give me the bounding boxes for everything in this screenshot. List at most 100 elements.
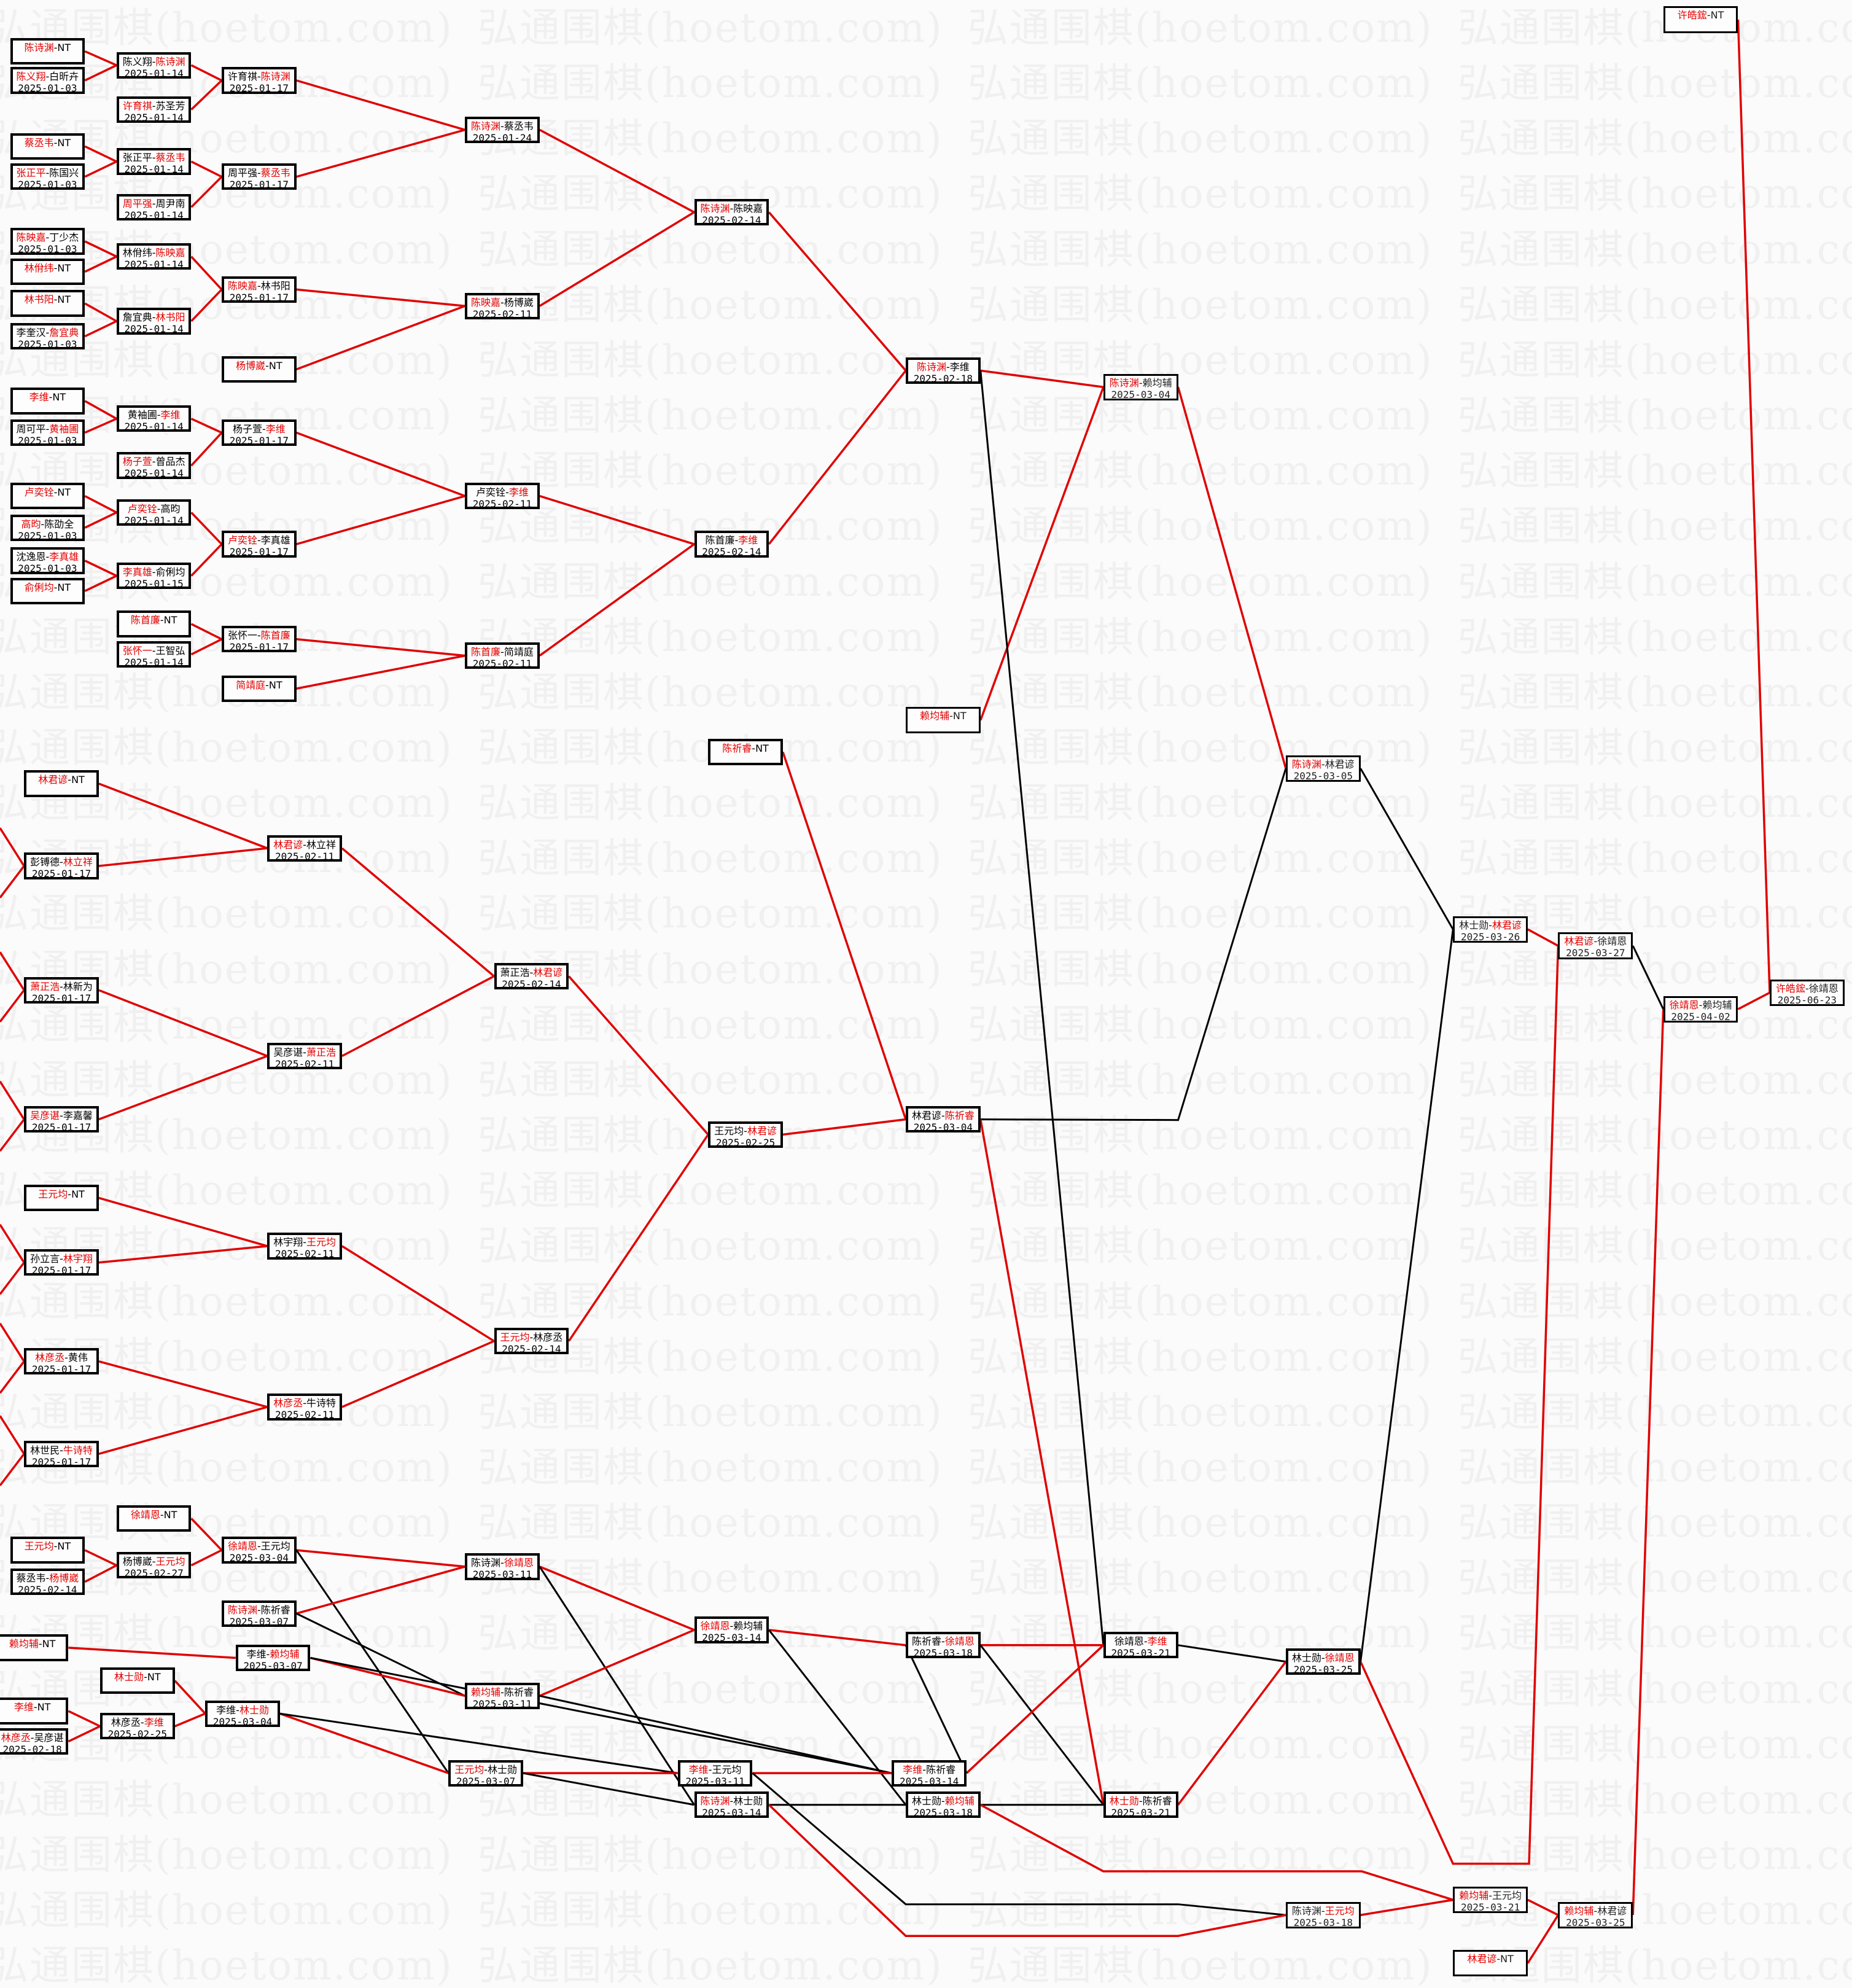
match-node[interactable]: 詹宜典-林书阳 2025-01-14	[116, 308, 192, 335]
match-node[interactable]: 卢奕铨-高昀 2025-01-14	[116, 499, 192, 526]
match-node[interactable]: 陈诗渊-王元均 2025-03-18	[1285, 1901, 1361, 1928]
player-1: 俞俐均	[24, 581, 54, 593]
match-node[interactable]: 林君谚-陈祈睿 2025-03-04	[906, 1105, 981, 1133]
match-node[interactable]: 林士勋-赖均辅 2025-03-18	[906, 1791, 981, 1818]
match-node[interactable]: 陈祈睿-徐靖恩 2025-03-18	[906, 1632, 981, 1659]
bye-node[interactable]: 简靖庭-NT	[222, 675, 297, 702]
match-node[interactable]: 陈诗渊-林君谚 2025-03-05	[1285, 755, 1361, 782]
bye-node[interactable]: 陈祈睿-NT	[708, 738, 783, 766]
match-node[interactable]: 许皓鋐-徐靖恩 2025-06-23	[1770, 979, 1845, 1006]
bye-node[interactable]: 林书阳-NT	[10, 290, 85, 317]
match-node[interactable]: 林士勋-林君谚 2025-03-26	[1453, 916, 1528, 943]
match-node[interactable]: 陈诗渊-徐靖恩 2025-03-11	[465, 1553, 540, 1580]
match-node[interactable]: 彭镈德-林立祥 2025-01-17	[24, 852, 99, 879]
match-node[interactable]: 徐靖恩-赖均辅 2025-04-02	[1663, 996, 1738, 1023]
bye-node[interactable]: 林君谚-NT	[1453, 1949, 1528, 1977]
bye-node[interactable]: 俞俐均-NT	[10, 577, 85, 605]
match-node[interactable]: 许育祺-苏圣芳 2025-01-14	[116, 96, 192, 123]
match-node[interactable]: 周可平-黄袖圃 2025-01-03	[10, 419, 85, 446]
match-node[interactable]: 赖均辅-林君谚 2025-03-25	[1558, 1901, 1633, 1928]
match-node[interactable]: 林彦丞-李维 2025-02-25	[99, 1713, 175, 1740]
match-node[interactable]: 张怀一-陈首廉 2025-01-17	[222, 626, 297, 653]
match-node[interactable]: 陈诗渊-林士勋 2025-03-14	[694, 1791, 769, 1818]
match-node[interactable]: 萧正浩-林君谚 2025-02-14	[494, 962, 569, 990]
match-node[interactable]: 徐靖恩-王元均 2025-03-04	[222, 1537, 297, 1564]
player-2: 李维	[1147, 1635, 1167, 1648]
match-node[interactable]: 赖均辅-陈祈睿 2025-03-11	[465, 1682, 540, 1709]
match-node[interactable]: 徐靖恩-李维 2025-03-21	[1103, 1632, 1178, 1659]
match-node[interactable]: 吴彦谌-李嘉馨 2025-01-17	[24, 1105, 99, 1133]
match-node[interactable]: 蔡丞韦-杨博崴 2025-02-14	[10, 1568, 85, 1596]
match-node[interactable]: 赖均辅-王元均 2025-03-21	[1453, 1886, 1528, 1914]
bye-node[interactable]: 王元均-NT	[10, 1537, 85, 1564]
match-node[interactable]: 周平强-周尹南 2025-01-14	[116, 193, 192, 220]
bye-node[interactable]: 王元均-NT	[24, 1184, 99, 1212]
match-node[interactable]: 陈映嘉-杨博崴 2025-02-11	[465, 292, 540, 319]
match-node[interactable]: 陈诗渊-陈祈睿 2025-03-07	[222, 1600, 297, 1627]
bye-node[interactable]: 卢奕铨-NT	[10, 483, 85, 510]
bye-node[interactable]: 林佾纬-NT	[10, 258, 85, 286]
bye-node[interactable]: 林士勋-NT	[99, 1667, 175, 1694]
match-node[interactable]: 陈义翔-白昕卉 2025-01-03	[10, 67, 85, 94]
match-node[interactable]: 杨博崴-王元均 2025-02-27	[116, 1552, 192, 1579]
match-node[interactable]: 陈诗渊-赖均辅 2025-03-04	[1103, 373, 1178, 400]
match-node[interactable]: 张怀一-王智弘 2025-01-14	[116, 641, 192, 668]
bye-node[interactable]: 徐靖恩-NT	[116, 1505, 192, 1532]
match-node[interactable]: 吴彦谌-萧正浩 2025-02-11	[267, 1042, 342, 1070]
match-node[interactable]: 萧正浩-林新为 2025-01-17	[24, 976, 99, 1004]
bye-node[interactable]: 许皓鋐-NT	[1663, 6, 1738, 33]
match-node[interactable]: 林彦丞-牛诗特 2025-02-11	[267, 1394, 342, 1421]
bye-node[interactable]: 蔡丞韦-NT	[10, 133, 85, 160]
bye-node[interactable]: 李维-NT	[0, 1698, 69, 1725]
match-node[interactable]: 林彦丞-黄伟 2025-01-17	[24, 1348, 99, 1375]
match-node[interactable]: 张正平-蔡丞韦 2025-01-14	[116, 148, 192, 175]
match-node[interactable]: 陈映嘉-丁少杰 2025-01-03	[10, 228, 85, 255]
match-node[interactable]: 王元均-林士勋 2025-03-07	[448, 1760, 523, 1787]
match-node[interactable]: 卢奕铨-李维 2025-02-11	[465, 483, 540, 510]
match-node[interactable]: 林宇翔-王元均 2025-02-11	[267, 1233, 342, 1260]
bye-node[interactable]: 赖均辅-NT	[906, 707, 981, 734]
match-node[interactable]: 林君谚-林立祥 2025-02-11	[267, 835, 342, 862]
match-node[interactable]: 王元均-林君谚 2025-02-25	[708, 1121, 783, 1148]
match-node[interactable]: 黄袖圃-李维 2025-01-14	[116, 405, 192, 432]
match-node[interactable]: 陈义翔-陈诗渊 2025-01-14	[116, 52, 192, 79]
match-date: 2025-03-11	[685, 1775, 745, 1787]
match-node[interactable]: 李真雄-俞俐均 2025-01-15	[116, 562, 192, 590]
winner-path-line	[1360, 1898, 1453, 1916]
match-node[interactable]: 沈逸恩-李真雄 2025-01-03	[10, 547, 85, 574]
match-node[interactable]: 林士勋-陈祈睿 2025-03-21	[1103, 1791, 1178, 1818]
bye-node[interactable]: 赖均辅-NT	[0, 1634, 69, 1661]
bye-node[interactable]: 李维-NT	[10, 388, 85, 415]
match-node[interactable]: 陈诗渊-陈映嘉 2025-02-14	[694, 198, 769, 226]
match-node[interactable]: 林君谚-徐靖恩 2025-03-27	[1558, 932, 1633, 959]
player-2: 蔡丞韦	[504, 120, 534, 132]
match-node[interactable]: 李维-陈祈睿 2025-03-14	[892, 1760, 967, 1787]
match-node[interactable]: 陈映嘉-林书阳 2025-01-17	[222, 276, 297, 303]
match-node[interactable]: 孙立言-林宇翔 2025-01-17	[24, 1249, 99, 1276]
match-node[interactable]: 陈诗渊-蔡丞韦 2025-01-24	[465, 116, 540, 144]
match-node[interactable]: 林世民-牛诗特 2025-01-17	[24, 1440, 99, 1467]
match-node[interactable]: 李维-王元均 2025-03-11	[677, 1760, 753, 1787]
match-node[interactable]: 徐靖恩-赖均辅 2025-03-14	[694, 1616, 769, 1643]
match-node[interactable]: 周平强-蔡丞韦 2025-01-17	[222, 163, 297, 190]
match-node[interactable]: 卢奕铨-李真雄 2025-01-17	[222, 531, 297, 558]
match-node[interactable]: 王元均-林彦丞 2025-02-14	[494, 1328, 569, 1355]
match-node[interactable]: 张正平-陈国兴 2025-01-03	[10, 163, 85, 190]
match-node[interactable]: 陈首廉-李维 2025-02-14	[694, 531, 769, 558]
match-node[interactable]: 杨子萱-李维 2025-01-17	[222, 419, 297, 446]
match-node[interactable]: 李维-赖均辅 2025-03-07	[235, 1644, 311, 1672]
bye-node[interactable]: 杨博崴-NT	[222, 356, 297, 383]
bye-node[interactable]: 陈诗渊-NT	[10, 37, 85, 65]
match-node[interactable]: 李维-林士勋 2025-03-04	[205, 1700, 280, 1727]
bye-node[interactable]: 陈首廉-NT	[116, 610, 192, 637]
match-node[interactable]: 林彦丞-吴彦谌 2025-02-18	[0, 1728, 69, 1755]
match-node[interactable]: 高昀-陈劭全 2025-01-03	[10, 514, 85, 541]
match-node[interactable]: 许育祺-陈诗渊 2025-01-17	[222, 67, 297, 94]
match-node[interactable]: 李奎汉-詹宜典 2025-01-03	[10, 323, 85, 350]
match-node[interactable]: 林佾纬-陈映嘉 2025-01-14	[116, 243, 192, 270]
bye-node[interactable]: 林君谚-NT	[24, 770, 99, 797]
match-node[interactable]: 杨子萱-曾品杰 2025-01-14	[116, 452, 192, 479]
match-node[interactable]: 陈首廉-简靖庭 2025-02-11	[465, 642, 540, 669]
match-node[interactable]: 陈诗渊-李维 2025-02-18	[906, 357, 981, 384]
match-node[interactable]: 林士勋-徐靖恩 2025-03-25	[1285, 1648, 1361, 1675]
